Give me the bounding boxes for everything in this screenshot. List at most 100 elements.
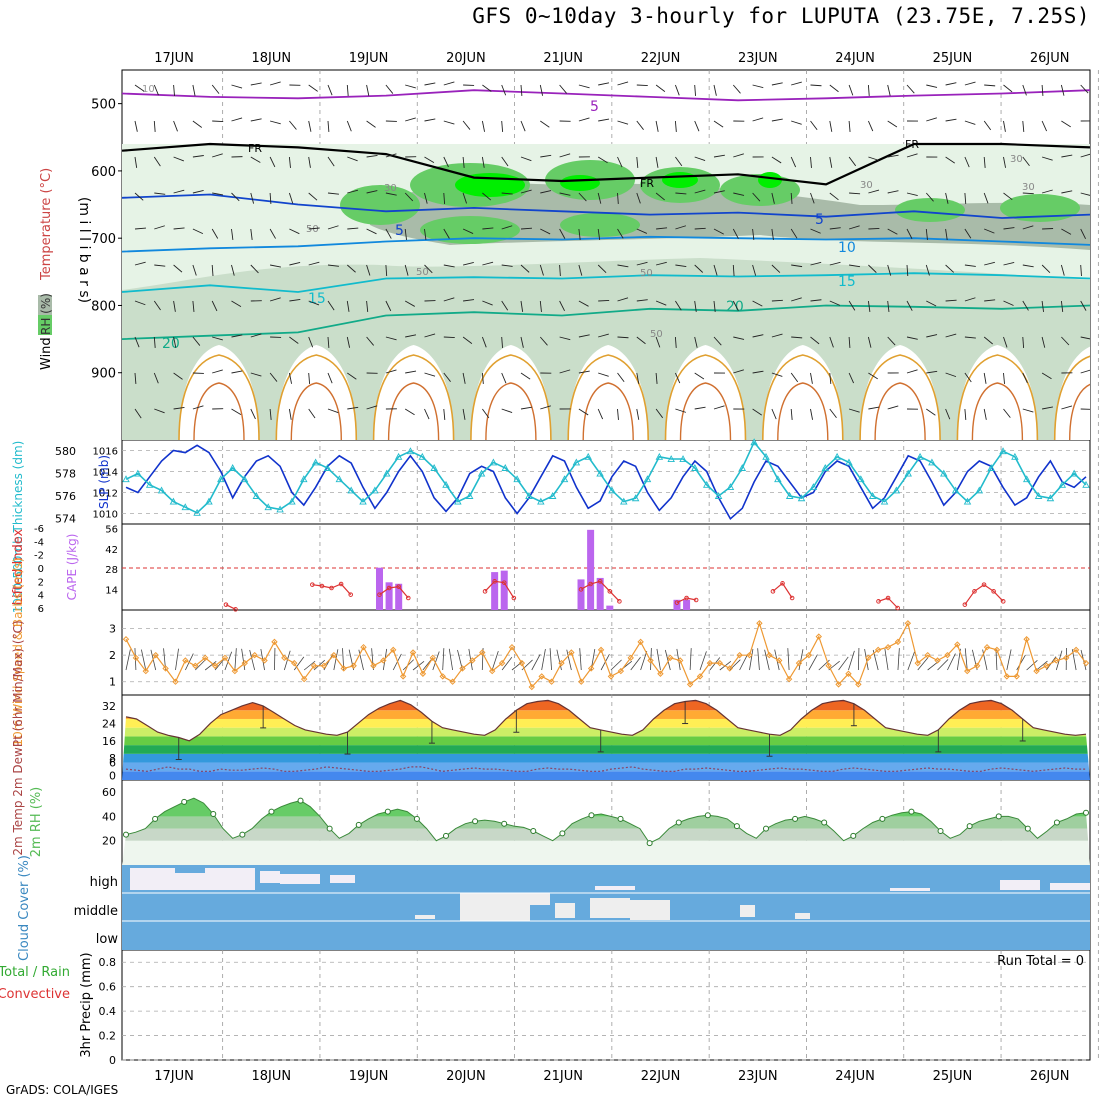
wind-barb bbox=[153, 300, 161, 311]
li-marker bbox=[492, 579, 497, 584]
thickness-marker bbox=[300, 475, 308, 483]
wind-barb bbox=[713, 190, 725, 194]
wind-barb bbox=[829, 192, 839, 201]
wind-barb bbox=[713, 84, 717, 96]
wind-barb bbox=[173, 189, 185, 194]
wind-barb bbox=[405, 370, 417, 374]
wind-barb bbox=[327, 84, 333, 96]
wind-barb bbox=[250, 228, 253, 240]
wind-barb bbox=[945, 264, 955, 273]
thickness-tick-label: 576 bbox=[55, 490, 76, 503]
wind-barb bbox=[810, 372, 813, 384]
wind-barb-10m bbox=[125, 649, 131, 671]
wind-barb bbox=[617, 336, 629, 339]
cape-labels: Lifted Index bbox=[11, 528, 26, 605]
wind-barb bbox=[906, 192, 918, 197]
wind-barb bbox=[597, 264, 607, 273]
dewpoint-line bbox=[125, 766, 1086, 772]
wind-barb bbox=[964, 297, 976, 302]
wind-barb bbox=[597, 192, 602, 204]
wind-barb bbox=[713, 228, 724, 235]
thickness-marker bbox=[584, 452, 592, 460]
wind-barb bbox=[192, 190, 204, 194]
cloud-level-high: high bbox=[90, 875, 118, 890]
rh-axis-label: 2m RH (%) bbox=[29, 787, 44, 858]
wind-barb bbox=[366, 190, 378, 194]
wind-barb bbox=[771, 333, 783, 338]
cape-bar bbox=[683, 599, 691, 610]
thickness-marker bbox=[951, 486, 960, 494]
wind-barb-10m bbox=[175, 648, 179, 671]
wind-barb bbox=[192, 228, 204, 235]
wind-barb bbox=[964, 156, 970, 168]
thickness-marker bbox=[371, 486, 379, 494]
wind-barb bbox=[308, 120, 312, 132]
temp-contour-low-inner bbox=[874, 382, 926, 440]
wind-barb-10m bbox=[664, 649, 671, 671]
wind-speed-marker bbox=[756, 620, 763, 627]
wind-barb bbox=[154, 192, 166, 195]
wind-barb-10m bbox=[224, 651, 233, 671]
cloud-labels: Cloud Cover (%) bbox=[17, 855, 32, 961]
wind-barb bbox=[192, 84, 196, 96]
wind-speed-marker bbox=[835, 681, 842, 688]
wind-barb bbox=[327, 192, 339, 195]
wind-barb-10m bbox=[141, 649, 147, 671]
wind-barb bbox=[1022, 225, 1034, 230]
bottom-day-label: 22JUN bbox=[641, 1069, 681, 1084]
wind-barb bbox=[134, 192, 144, 201]
wind-barb bbox=[462, 228, 474, 234]
rh-marker bbox=[821, 819, 828, 826]
bottom-day-label: 21JUN bbox=[543, 1069, 583, 1084]
wind-speed-marker bbox=[973, 662, 981, 669]
wind-barb bbox=[482, 261, 494, 266]
wind-barb bbox=[559, 192, 571, 196]
thickness-line bbox=[125, 440, 1087, 514]
cloud-high-block bbox=[280, 874, 320, 884]
pressure-tick-label: 900 bbox=[91, 367, 116, 382]
upper-air-field: FR FR FR 5 5 5 10 15 15 20 20 10 30 30 30 30 50 50 50 50 bbox=[122, 81, 1090, 440]
wind-barb bbox=[906, 228, 913, 239]
li-marker bbox=[338, 581, 344, 587]
isotherm-20 bbox=[122, 304, 1090, 340]
li-marker bbox=[223, 602, 229, 607]
rh-marker bbox=[1024, 825, 1031, 832]
wind-barb bbox=[424, 264, 433, 274]
wind-barb bbox=[1041, 156, 1053, 161]
wind-barb bbox=[964, 372, 972, 383]
wind-barb bbox=[636, 84, 648, 87]
wind-speed-marker bbox=[617, 667, 625, 675]
wind-barb bbox=[211, 84, 220, 94]
wind-barb bbox=[887, 264, 892, 276]
rh-band bbox=[122, 840, 1090, 865]
wind-barb bbox=[153, 84, 159, 96]
wind-barb bbox=[269, 228, 276, 239]
wind-axis-label: 10m Wind Speed & Barbs (m/s) bbox=[11, 558, 25, 747]
wind-barb bbox=[346, 300, 350, 312]
wind-barb bbox=[964, 264, 976, 267]
li-marker bbox=[233, 607, 238, 612]
wind-barb bbox=[347, 264, 356, 273]
cloud-middle-block bbox=[555, 903, 575, 918]
cape-tick-label: 56 bbox=[105, 524, 118, 535]
wind-barb bbox=[424, 118, 436, 122]
wind-speed-marker bbox=[498, 659, 506, 667]
contour-label: 30 bbox=[1010, 154, 1023, 165]
wind-barb bbox=[559, 153, 571, 158]
thickness-marker bbox=[1034, 492, 1043, 499]
top-day-label: 23JUN bbox=[738, 51, 778, 66]
precip-labels: 3hr Precip (mm) bbox=[79, 952, 94, 1057]
wind-barb-10m bbox=[333, 649, 339, 671]
thickness-marker bbox=[240, 475, 249, 483]
thickness-marker bbox=[880, 497, 889, 505]
wind-barb bbox=[925, 192, 934, 202]
thickness-marker bbox=[691, 464, 699, 471]
wind-barb bbox=[192, 120, 203, 128]
wind-speed-marker bbox=[934, 657, 941, 664]
wind-barb bbox=[443, 228, 450, 239]
li-marker bbox=[1000, 599, 1006, 604]
wind-barb bbox=[134, 408, 142, 419]
wind-barb bbox=[771, 192, 775, 204]
rh-dry-column bbox=[860, 345, 941, 440]
wind-barb bbox=[636, 120, 644, 130]
